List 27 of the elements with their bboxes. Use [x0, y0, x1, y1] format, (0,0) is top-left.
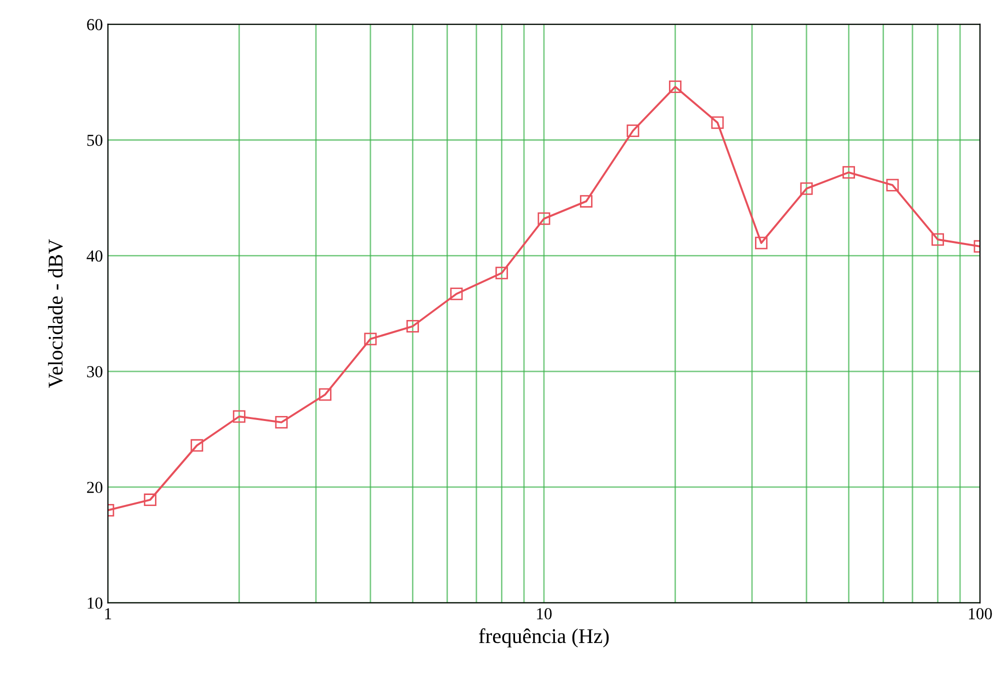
- y-tick-label: 10: [88, 597, 102, 609]
- y-tick-label: 30: [87, 366, 102, 378]
- x-axis-title: frequência (Hz): [478, 628, 609, 648]
- point: [711, 116, 724, 129]
- point: [668, 80, 682, 94]
- point: [364, 332, 377, 346]
- x-tick-label: 10: [537, 608, 552, 620]
- point: [275, 416, 288, 429]
- point: [318, 388, 332, 401]
- point: [144, 494, 156, 506]
- point: [450, 288, 463, 300]
- point: [495, 266, 508, 280]
- point: [755, 236, 768, 250]
- point: [886, 178, 899, 192]
- x-tick-label: 100: [968, 608, 992, 620]
- point: [842, 166, 855, 179]
- y-tick-label: 20: [87, 482, 102, 494]
- x-tick-label: 1: [105, 608, 112, 620]
- point: [538, 212, 550, 225]
- point: [232, 410, 246, 423]
- point: [800, 182, 813, 195]
- point: [580, 195, 592, 208]
- y-tick-label: 40: [86, 250, 102, 262]
- y-tick-label: 50: [87, 134, 102, 146]
- y-axis-title: Velocidade - dBV: [48, 239, 63, 388]
- y-tick-label: 60: [87, 19, 102, 30]
- point: [406, 320, 419, 333]
